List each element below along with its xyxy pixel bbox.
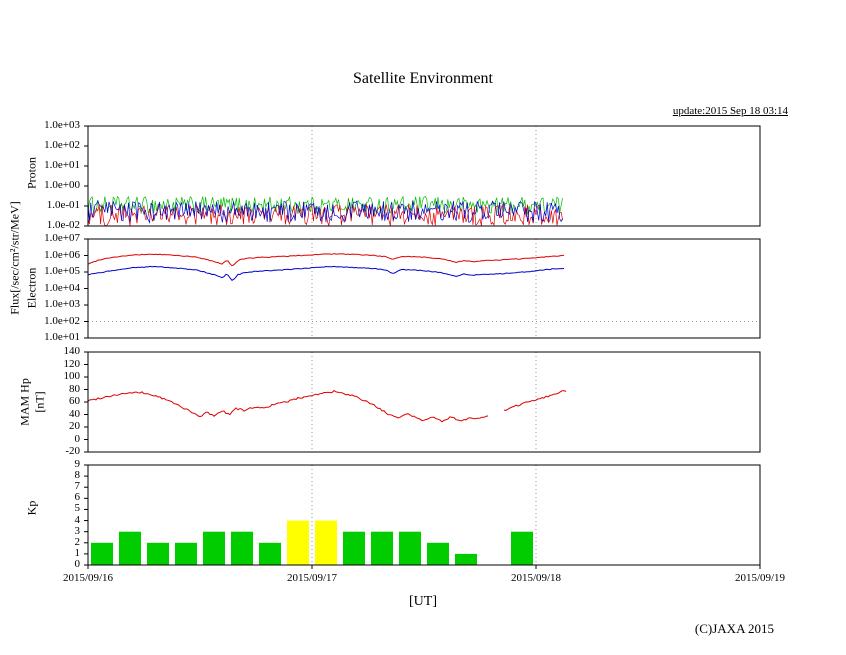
electron-axis-label: Electron bbox=[24, 267, 39, 309]
mam-hp-axis-label: MAM Hp bbox=[17, 378, 32, 426]
electron-panel bbox=[84, 238, 761, 339]
electron-blue bbox=[87, 265, 565, 281]
kp-bar bbox=[315, 520, 337, 565]
proton-border bbox=[87, 125, 761, 227]
kp-bar bbox=[203, 531, 225, 565]
mam-hp-panel bbox=[84, 351, 761, 453]
x-axis-label: [UT] bbox=[409, 594, 437, 609]
proton-panel bbox=[84, 125, 761, 227]
kp-bar bbox=[399, 531, 421, 565]
proton-blue bbox=[87, 199, 563, 224]
update-timestamp: update:2015 Sep 18 03:14 bbox=[672, 105, 788, 117]
kp-bar bbox=[455, 553, 477, 565]
kp-bar bbox=[287, 520, 309, 565]
kp-bar bbox=[91, 542, 113, 565]
electron-border bbox=[87, 238, 761, 339]
copyright-text: (C)JAXA 2015 bbox=[694, 621, 774, 636]
kp-bar bbox=[119, 531, 141, 565]
electron-red bbox=[87, 253, 565, 267]
mam-hp-red bbox=[503, 390, 567, 411]
kp-axis-label: Kp bbox=[24, 500, 39, 516]
kp-bar bbox=[231, 531, 253, 565]
kp-bar bbox=[343, 531, 365, 565]
kp-bar bbox=[511, 531, 533, 565]
kp-bar bbox=[371, 531, 393, 565]
mam-hp-red bbox=[87, 389, 489, 423]
proton-green bbox=[87, 195, 563, 215]
kp-bar bbox=[147, 542, 169, 565]
mam-hp-border bbox=[87, 351, 761, 453]
mam-hp-unit-label: [nT] bbox=[32, 391, 47, 413]
kp-panel bbox=[84, 464, 761, 566]
kp-bar bbox=[175, 542, 197, 565]
kp-bar bbox=[427, 542, 449, 565]
kp-border bbox=[87, 464, 761, 566]
flux-axis-label: Flux[/sec/cm²/str/MeV] bbox=[7, 201, 22, 315]
kp-bar bbox=[259, 542, 281, 565]
proton-axis-label: Proton bbox=[24, 156, 39, 190]
chart-title: Satellite Environment bbox=[353, 70, 493, 87]
